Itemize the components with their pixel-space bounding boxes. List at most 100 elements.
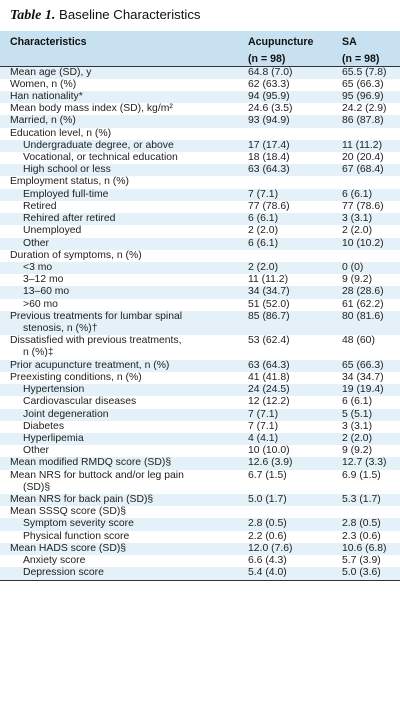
sa-value: 6.9 (1.5) — [342, 469, 381, 481]
row-label: Women, n (%) — [10, 78, 77, 90]
acupuncture-value: 6.7 (1.5) — [248, 469, 287, 481]
sa-value: 6 (6.1) — [342, 396, 373, 408]
acupuncture-value — [248, 506, 342, 518]
acupuncture-value: 4 (4.1) — [248, 432, 279, 444]
sa-value: 5.3 (1.7) — [342, 494, 381, 506]
row-label: Cardiovascular diseases — [23, 396, 137, 408]
sa-value: 67 (68.4) — [342, 164, 384, 176]
table-row: Unemployed 2 (2.0) 2 (2.0) — [0, 225, 400, 237]
table-row: High school or less 63 (64.3) 67 (68.4) — [0, 164, 400, 177]
table-row: >60 mo 51 (52.0) 61 (62.2) — [0, 299, 400, 311]
table-row: <3 mo 2 (2.0) 0 (0) — [0, 261, 400, 275]
table-row: Retired 77 (78.6) 77 (78.6) — [0, 201, 400, 213]
row-label: Undergraduate degree, or above — [23, 139, 174, 151]
table-row: Prior acupuncture treatment, n (%) 63 (64… — [0, 359, 400, 372]
sa-value: 2.3 (0.6) — [342, 530, 381, 542]
row-label: Mean SSSQ score (SD)§ — [10, 506, 127, 518]
row-label: Mean modified RMDQ score (SD)§ — [10, 457, 172, 469]
table-header: Characteristics Acupuncture SA (n = 98) … — [0, 31, 400, 66]
sa-value — [342, 506, 400, 518]
sa-value: 77 (78.6) — [342, 200, 384, 212]
sa-value: 12.7 (3.3) — [342, 457, 387, 469]
row-label: Retired — [23, 200, 57, 212]
row-label: Rehired after retired — [23, 213, 116, 225]
table-row: Rehired after retired 6 (6.1) 3 (3.1) — [0, 213, 400, 226]
row-label: Mean body mass index (SD), kg/m² — [10, 103, 173, 115]
table-row: Preexisting conditions, n (%) 41 (41.8) 34… — [0, 372, 400, 384]
table-row: Mean age (SD), y 64.8 (7.0) 65.5 (7.8) — [0, 66, 400, 79]
table-row: Education level, n (%) — [0, 128, 400, 140]
sa-value: 86 (87.8) — [342, 115, 384, 127]
acupuncture-value: 24.6 (3.5) — [248, 103, 293, 115]
row-label: Unemployed — [23, 225, 82, 237]
acupuncture-value: 6.6 (4.3) — [248, 555, 287, 567]
row-label: Anxiety score — [23, 555, 86, 567]
sa-value — [342, 128, 400, 140]
acupuncture-value: 6 (6.1) — [248, 213, 279, 225]
sa-value: 34 (34.7) — [342, 371, 384, 383]
sa-value: 61 (62.2) — [342, 298, 384, 310]
acupuncture-value: 7 (7.1) — [248, 408, 279, 420]
table-row: 3–12 mo 11 (11.2) 9 (9.2) — [0, 274, 400, 286]
row-label: Vocational, or technical education — [23, 152, 178, 164]
sa-value: 10 (10.2) — [342, 237, 384, 249]
table-row: Physical function score 2.2 (0.6) 2.3 (0.6… — [0, 531, 400, 543]
row-label: Previous treatments for lumbar spinal ste… — [10, 310, 183, 335]
table-row: Depression score 5.4 (4.0) 5.0 (3.6) — [0, 567, 400, 580]
acupuncture-value: 64.8 (7.0) — [248, 66, 293, 78]
acupuncture-value: 51 (52.0) — [248, 298, 290, 310]
table-row: Previous treatments for lumbar spinal ste… — [0, 310, 400, 336]
row-label: Mean HADS score (SD)§ — [10, 542, 127, 554]
acupuncture-value: 93 (94.9) — [248, 115, 290, 127]
sa-value: 28 (28.6) — [342, 286, 384, 298]
acupuncture-value: 6 (6.1) — [248, 237, 279, 249]
sa-value: 5.7 (3.9) — [342, 555, 381, 567]
sa-value: 2 (2.0) — [342, 432, 373, 444]
row-label: Other — [23, 237, 49, 249]
table-row: Mean body mass index (SD), kg/m² 24.6 (3.… — [0, 103, 400, 115]
table-row: Mean HADS score (SD)§ 12.0 (7.6) 10.6 (6.8… — [0, 542, 400, 556]
sa-value: 6 (6.1) — [342, 188, 373, 200]
acupuncture-value: 5.0 (1.7) — [248, 494, 287, 506]
table-row: Employment status, n (%) — [0, 176, 400, 188]
table-row: Mean NRS for back pain (SD)§ 5.0 (1.7) 5.3… — [0, 494, 400, 507]
row-label: Symptom severity score — [23, 518, 134, 530]
acupuncture-value: 12.0 (7.6) — [248, 542, 293, 554]
row-label: Dissatisfied with previous treatments, n … — [10, 335, 182, 359]
table-row: Han nationality* 94 (95.9) 95 (96.9) — [0, 90, 400, 104]
acupuncture-value: 5.4 (4.0) — [248, 567, 287, 579]
sa-value: 3 (3.1) — [342, 420, 373, 432]
sa-value — [342, 176, 400, 188]
row-label: Hypertension — [23, 384, 85, 396]
row-label: 3–12 mo — [23, 274, 64, 286]
acupuncture-value: 17 (17.4) — [248, 139, 290, 151]
acupuncture-value: 11 (11.2) — [248, 274, 289, 286]
row-label: Han nationality* — [10, 90, 83, 102]
table-body: Mean age (SD), y 64.8 (7.0) 65.5 (7.8) Wome… — [0, 66, 400, 580]
acupuncture-value — [248, 250, 342, 262]
row-label: Education level, n (%) — [10, 127, 112, 139]
table-row: Married, n (%) 93 (94.9) 86 (87.8) — [0, 115, 400, 128]
sa-value: 2 (2.0) — [342, 225, 373, 237]
table-row: Hypertension 24 (24.5) 19 (19.4) — [0, 384, 400, 397]
sa-value: 11 (11.2) — [342, 139, 383, 151]
sa-value: 65 (66.3) — [342, 78, 384, 90]
acupuncture-value: 77 (78.6) — [248, 200, 290, 212]
acupuncture-value: 85 (86.7) — [248, 310, 290, 322]
acupuncture-value: 24 (24.5) — [248, 384, 290, 396]
table-row: Employed full-time 7 (7.1) 6 (6.1) — [0, 188, 400, 201]
sa-value: 20 (20.4) — [342, 152, 384, 164]
sa-value: 5.0 (3.6) — [342, 567, 381, 579]
header-characteristics: Characteristics — [10, 36, 87, 48]
acupuncture-value: 53 (62.4) — [248, 335, 290, 347]
row-label: Mean NRS for buttock and/or leg pain (SD)… — [10, 469, 184, 493]
row-label: Depression score — [23, 567, 104, 579]
row-label: Physical function score — [23, 530, 130, 542]
acupuncture-value: 7 (7.1) — [248, 420, 279, 432]
acupuncture-value: 12.6 (3.9) — [248, 457, 293, 469]
sa-value: 9 (9.2) — [342, 445, 373, 457]
sa-value: 9 (9.2) — [342, 274, 373, 286]
bottom-rule — [0, 579, 400, 581]
table-row: Mean NRS for buttock and/or leg pain (SD)… — [0, 470, 400, 494]
